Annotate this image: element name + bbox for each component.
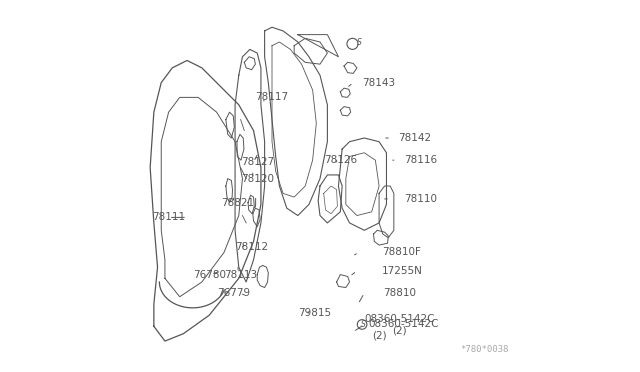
- Text: 78821J: 78821J: [221, 198, 257, 208]
- Text: 78810F: 78810F: [382, 247, 421, 257]
- Text: 78116: 78116: [404, 155, 437, 165]
- Text: S: S: [361, 320, 365, 329]
- Text: 17255N: 17255N: [382, 266, 423, 276]
- Text: S: S: [357, 38, 362, 47]
- Text: 08360-5142C: 08360-5142C: [368, 320, 438, 330]
- Text: 78112: 78112: [235, 242, 268, 252]
- Text: 78117: 78117: [255, 92, 289, 102]
- Text: 76780: 76780: [193, 270, 226, 280]
- Text: 78143: 78143: [362, 78, 396, 88]
- Text: 78120: 78120: [241, 174, 274, 184]
- Text: 78810: 78810: [383, 288, 417, 298]
- Text: 78126: 78126: [324, 155, 357, 165]
- Text: 78127: 78127: [241, 157, 274, 167]
- Text: 78113: 78113: [224, 270, 257, 280]
- Text: *780*0038: *780*0038: [460, 345, 509, 354]
- Text: (2): (2): [372, 331, 387, 340]
- Text: 78110: 78110: [404, 194, 437, 204]
- Text: 08360-5142C
(2): 08360-5142C (2): [364, 314, 435, 335]
- Text: 78142: 78142: [398, 133, 431, 143]
- Text: 78111: 78111: [152, 212, 186, 222]
- Text: 76779: 76779: [218, 288, 250, 298]
- Text: 79815: 79815: [298, 308, 331, 318]
